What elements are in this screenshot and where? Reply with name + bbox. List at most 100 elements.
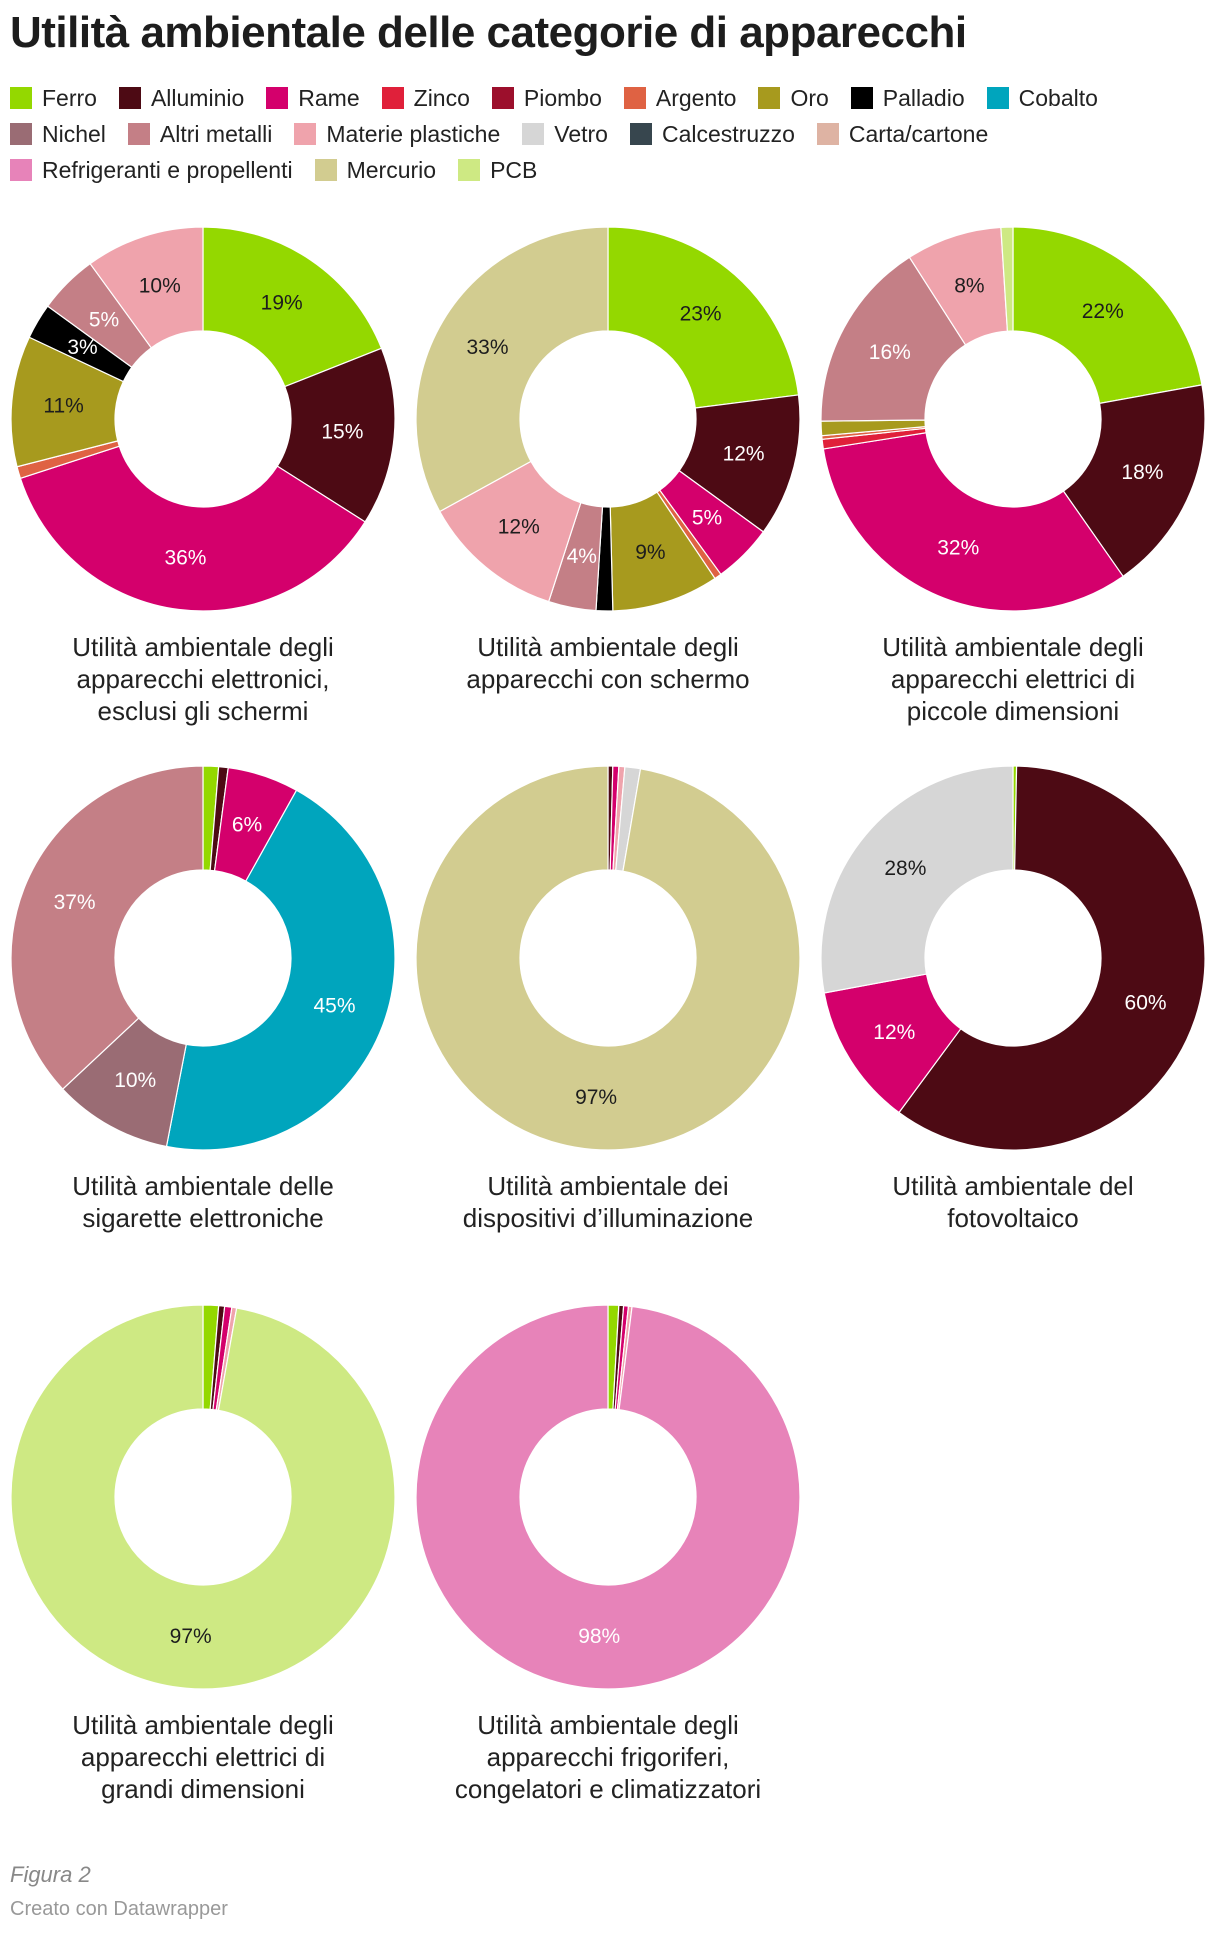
legend-item: Rame bbox=[266, 84, 360, 112]
legend-item: Ferro bbox=[10, 85, 97, 112]
legend-item: Cobalto bbox=[986, 84, 1098, 112]
legend-label: Calcestruzzo bbox=[661, 120, 795, 147]
legend-swatch bbox=[522, 123, 545, 145]
slice-label: 10% bbox=[139, 274, 181, 297]
donut-slice bbox=[822, 432, 1124, 612]
chart-caption-line: Utilità ambientale degli bbox=[72, 1710, 334, 1740]
slice-label: 5% bbox=[692, 506, 722, 529]
legend-label: Rame bbox=[298, 84, 360, 111]
donut-slice bbox=[1012, 226, 1203, 405]
donut-slice bbox=[1000, 226, 1014, 332]
legend-label: Argento bbox=[655, 84, 737, 111]
slice-label: 28% bbox=[884, 857, 926, 880]
slice-label: 10% bbox=[114, 1069, 156, 1092]
chart-caption-line: Utilità ambientale dei bbox=[487, 1171, 729, 1201]
figure-label: Figura 2 bbox=[10, 1862, 91, 1887]
chart-caption-line: apparecchi con schermo bbox=[466, 664, 750, 694]
legend-swatch bbox=[10, 87, 32, 109]
slice-label: 36% bbox=[164, 546, 206, 569]
chart-caption-line: apparecchi elettronici, bbox=[76, 664, 330, 694]
chart-caption-line: Utilità ambientale degli bbox=[477, 1710, 739, 1740]
legend-label: Cobalto bbox=[1018, 84, 1098, 111]
legend-row: Refrigeranti e propellenti Mercurio PCB bbox=[10, 152, 1210, 188]
legend-swatch bbox=[118, 87, 141, 109]
donut-chart: 6% 45% 10% 37% bbox=[10, 765, 396, 1151]
slice-label: 9% bbox=[635, 541, 665, 564]
legend-label: Mercurio bbox=[346, 156, 437, 183]
legend-swatch bbox=[986, 87, 1009, 109]
slice-label: 18% bbox=[1121, 461, 1163, 484]
slice-label: 15% bbox=[321, 421, 363, 444]
chart-caption-line: sigarette elettroniche bbox=[82, 1203, 324, 1233]
slice-label: 97% bbox=[170, 1625, 212, 1648]
donut-chart: 97% bbox=[415, 765, 801, 1151]
slice-label: 33% bbox=[466, 336, 508, 359]
legend-item: PCB bbox=[458, 157, 537, 184]
legend-item: Refrigeranti e propellenti bbox=[10, 157, 293, 184]
legend-item: Alluminio bbox=[118, 84, 245, 112]
donut-slice bbox=[415, 765, 801, 1151]
legend-item: Mercurio bbox=[314, 156, 437, 184]
legend-label: Ferro bbox=[42, 84, 97, 111]
donut-chart: 97% bbox=[10, 1304, 396, 1690]
legend-row: Nichel Altri metalli Materie plastiche Vetr… bbox=[10, 116, 1210, 152]
chart-caption-line: apparecchi elettrici di bbox=[80, 1742, 326, 1772]
slice-label: 32% bbox=[937, 536, 979, 559]
donut-chart: 23% 12% 5% 9% 4% 12% 33% bbox=[415, 226, 801, 612]
chart-caption-line: Utilità ambientale del bbox=[892, 1171, 1134, 1201]
legend-item: Oro bbox=[758, 84, 829, 112]
slice-label: 60% bbox=[1125, 992, 1167, 1015]
legend-label: Zinco bbox=[413, 84, 470, 111]
legend-swatch bbox=[266, 87, 289, 109]
donut-chart: 22% 18% 32% 16% 8% bbox=[820, 226, 1206, 612]
legend-label: Piombo bbox=[523, 84, 602, 111]
legend-item: Calcestruzzo bbox=[629, 120, 795, 148]
legend-swatch bbox=[816, 123, 839, 145]
donut-slice bbox=[165, 789, 396, 1151]
legend-item: Nichel bbox=[10, 121, 106, 148]
slice-label: 97% bbox=[575, 1086, 617, 1109]
legend-label: Vetro bbox=[554, 120, 608, 147]
donut-slice bbox=[415, 226, 609, 513]
chart-caption: Utilità ambientale dei dispositivi d’illu… bbox=[408, 1170, 808, 1234]
chart-caption: Utilità ambientale degli apparecchi elett… bbox=[3, 631, 403, 727]
legend-label: Alluminio bbox=[150, 84, 245, 111]
chart-caption: Utilità ambientale delle sigarette elettr… bbox=[3, 1170, 403, 1234]
legend-item: Carta/cartone bbox=[816, 121, 988, 148]
slice-label: 12% bbox=[873, 1021, 915, 1044]
legend-label: Materie plastiche bbox=[326, 120, 501, 147]
slice-label: 37% bbox=[54, 891, 96, 914]
chart-caption: Utilità ambientale degli apparecchi elett… bbox=[813, 631, 1213, 727]
donut-slice bbox=[276, 347, 396, 523]
legend-label: Oro bbox=[790, 84, 829, 111]
donut-slice bbox=[10, 765, 204, 1090]
legend-item: Vetro bbox=[522, 121, 608, 148]
chart-caption: Utilità ambientale degli apparecchi frigo… bbox=[408, 1709, 808, 1805]
chart-caption-line: dispositivi d’illuminazione bbox=[462, 1203, 754, 1233]
slice-label: 5% bbox=[89, 309, 119, 332]
donut-slice bbox=[19, 445, 366, 612]
legend-swatch bbox=[127, 123, 150, 145]
chart-caption-line: esclusi gli schermi bbox=[97, 696, 309, 726]
slice-label: 8% bbox=[954, 274, 984, 297]
donut-slice bbox=[820, 256, 967, 422]
legend-swatch bbox=[758, 87, 781, 109]
chart-caption-line: apparecchi frigoriferi, bbox=[486, 1742, 730, 1772]
chart-caption: Utilità ambientale degli apparecchi elett… bbox=[3, 1709, 403, 1805]
legend-swatch bbox=[381, 87, 404, 109]
chart-caption: Utilità ambientale del fotovoltaico bbox=[813, 1170, 1213, 1234]
slice-label: 23% bbox=[680, 302, 722, 325]
donut-slice bbox=[10, 1304, 396, 1690]
slice-label: 11% bbox=[43, 394, 83, 417]
donut-chart: 60% 12% 28% bbox=[820, 765, 1206, 1151]
legend-item: Piombo bbox=[491, 84, 602, 112]
legend-label: Palladio bbox=[882, 84, 965, 111]
legend-swatch bbox=[294, 123, 317, 145]
chart-caption-line: grandi dimensioni bbox=[101, 1774, 305, 1804]
legend-item: Argento bbox=[623, 84, 737, 112]
legend-swatch bbox=[10, 159, 32, 181]
legend-item: Materie plastiche bbox=[294, 121, 500, 148]
donut-slice bbox=[1062, 384, 1206, 578]
credit-line: Creato con Datawrapper bbox=[10, 1898, 228, 1920]
donut-slice bbox=[898, 765, 1206, 1151]
